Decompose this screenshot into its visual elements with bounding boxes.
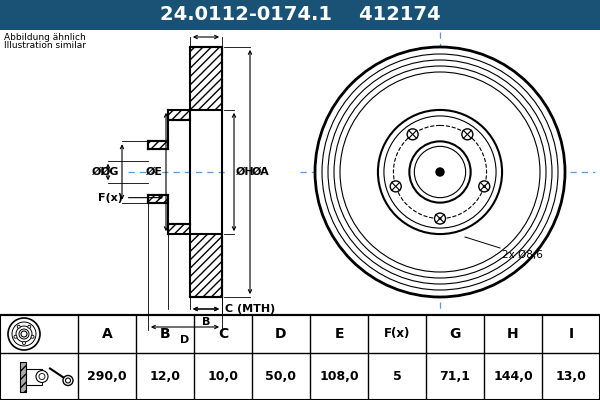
Circle shape bbox=[23, 342, 25, 344]
Circle shape bbox=[31, 335, 34, 338]
Circle shape bbox=[28, 325, 31, 328]
Text: ØI: ØI bbox=[92, 167, 105, 177]
Text: A: A bbox=[101, 327, 112, 341]
Circle shape bbox=[434, 213, 445, 224]
Bar bbox=[148, 195, 168, 203]
Circle shape bbox=[407, 129, 418, 140]
Bar bbox=[190, 47, 222, 110]
Text: F(x): F(x) bbox=[98, 193, 162, 203]
Text: B: B bbox=[202, 317, 210, 327]
Bar bbox=[20, 362, 26, 392]
Circle shape bbox=[378, 110, 502, 234]
Circle shape bbox=[479, 181, 490, 192]
Circle shape bbox=[63, 376, 73, 386]
Circle shape bbox=[390, 181, 401, 192]
Circle shape bbox=[409, 141, 470, 203]
Bar bbox=[26, 368, 42, 384]
Text: G: G bbox=[449, 327, 461, 341]
Text: I: I bbox=[568, 327, 574, 341]
Text: C: C bbox=[218, 327, 228, 341]
Circle shape bbox=[39, 374, 45, 380]
Text: 13,0: 13,0 bbox=[556, 370, 586, 383]
Text: D: D bbox=[275, 327, 287, 341]
Text: Abbildung ähnlich: Abbildung ähnlich bbox=[4, 33, 86, 42]
Bar bbox=[0, 0, 600, 30]
Bar bbox=[148, 141, 168, 149]
Bar bbox=[0, 315, 600, 400]
Text: ØE: ØE bbox=[146, 167, 163, 177]
Text: ØH: ØH bbox=[236, 167, 254, 177]
Text: 108,0: 108,0 bbox=[319, 370, 359, 383]
Text: H: H bbox=[507, 327, 519, 341]
Text: B: B bbox=[160, 327, 170, 341]
Circle shape bbox=[14, 335, 17, 338]
Bar bbox=[168, 224, 190, 234]
Circle shape bbox=[17, 325, 20, 328]
Text: 2x Ø8,6: 2x Ø8,6 bbox=[502, 250, 543, 260]
Text: E: E bbox=[334, 327, 344, 341]
Circle shape bbox=[462, 129, 473, 140]
Text: Illustration similar: Illustration similar bbox=[4, 41, 86, 50]
Circle shape bbox=[21, 331, 27, 337]
Text: 50,0: 50,0 bbox=[265, 370, 296, 383]
Text: 71,1: 71,1 bbox=[439, 370, 470, 383]
Text: 5: 5 bbox=[392, 370, 401, 383]
Text: C (MTH): C (MTH) bbox=[225, 304, 275, 314]
Circle shape bbox=[8, 318, 40, 350]
Text: 12,0: 12,0 bbox=[149, 370, 181, 383]
Circle shape bbox=[436, 168, 444, 176]
Text: 10,0: 10,0 bbox=[208, 370, 239, 383]
Circle shape bbox=[36, 370, 48, 382]
Circle shape bbox=[439, 217, 442, 220]
Text: 290,0: 290,0 bbox=[87, 370, 127, 383]
Bar bbox=[0, 30, 600, 315]
Text: D: D bbox=[181, 335, 190, 345]
Text: ØG: ØG bbox=[101, 167, 119, 177]
Text: F(x): F(x) bbox=[384, 328, 410, 340]
Bar bbox=[168, 110, 190, 120]
Bar bbox=[190, 234, 222, 297]
Text: 24.0112-0174.1    412174: 24.0112-0174.1 412174 bbox=[160, 6, 440, 24]
Circle shape bbox=[315, 47, 565, 297]
Circle shape bbox=[65, 378, 71, 383]
Circle shape bbox=[483, 185, 486, 188]
Bar bbox=[0, 315, 600, 400]
Text: ØA: ØA bbox=[252, 167, 270, 177]
Text: 144,0: 144,0 bbox=[493, 370, 533, 383]
